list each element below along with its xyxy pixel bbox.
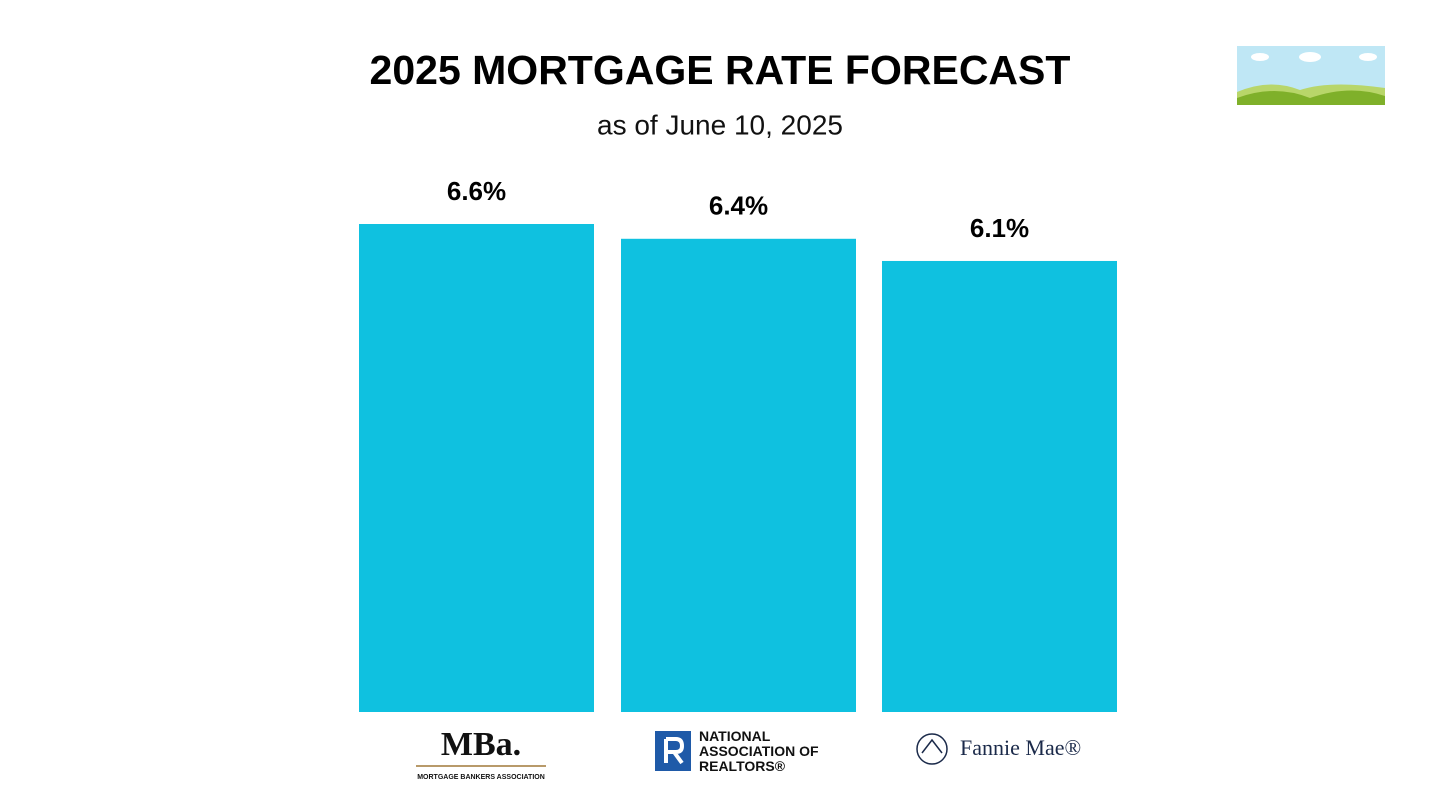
bar: [882, 260, 1117, 712]
fannie-logo-mark: [916, 733, 948, 765]
icon-cloud: [1359, 53, 1377, 61]
value-label: 6.1%: [970, 213, 1029, 243]
category-label-box: NATIONAL ASSOCIATION OF REALTORS®: [699, 729, 819, 774]
icon-cloud: [1299, 52, 1321, 62]
mba-rule: [416, 765, 546, 767]
value-label: 6.4%: [709, 191, 768, 221]
category-tagline: MORTGAGE BANKERS ASSOCIATION: [417, 774, 545, 781]
chart-title: 2025 MORTGAGE RATE FORECAST: [370, 47, 1071, 93]
logo-icons: [416, 731, 948, 771]
nar-logo-r: [664, 737, 685, 765]
category-label: NATIONAL ASSOCIATION OF REALTORS®: [699, 729, 819, 774]
category-label: Fannie Mae®: [960, 735, 1081, 760]
fannie-logo-roof: [921, 738, 943, 754]
category-label: MBa.: [441, 726, 521, 763]
bar: [359, 224, 594, 712]
bar: [621, 238, 856, 712]
icon-cloud: [1251, 53, 1269, 61]
value-label: 6.6%: [447, 176, 506, 206]
chart-subtitle: as of June 10, 2025: [597, 109, 843, 140]
landscape-icon: [1237, 46, 1385, 105]
icon-hill: [1237, 90, 1385, 105]
